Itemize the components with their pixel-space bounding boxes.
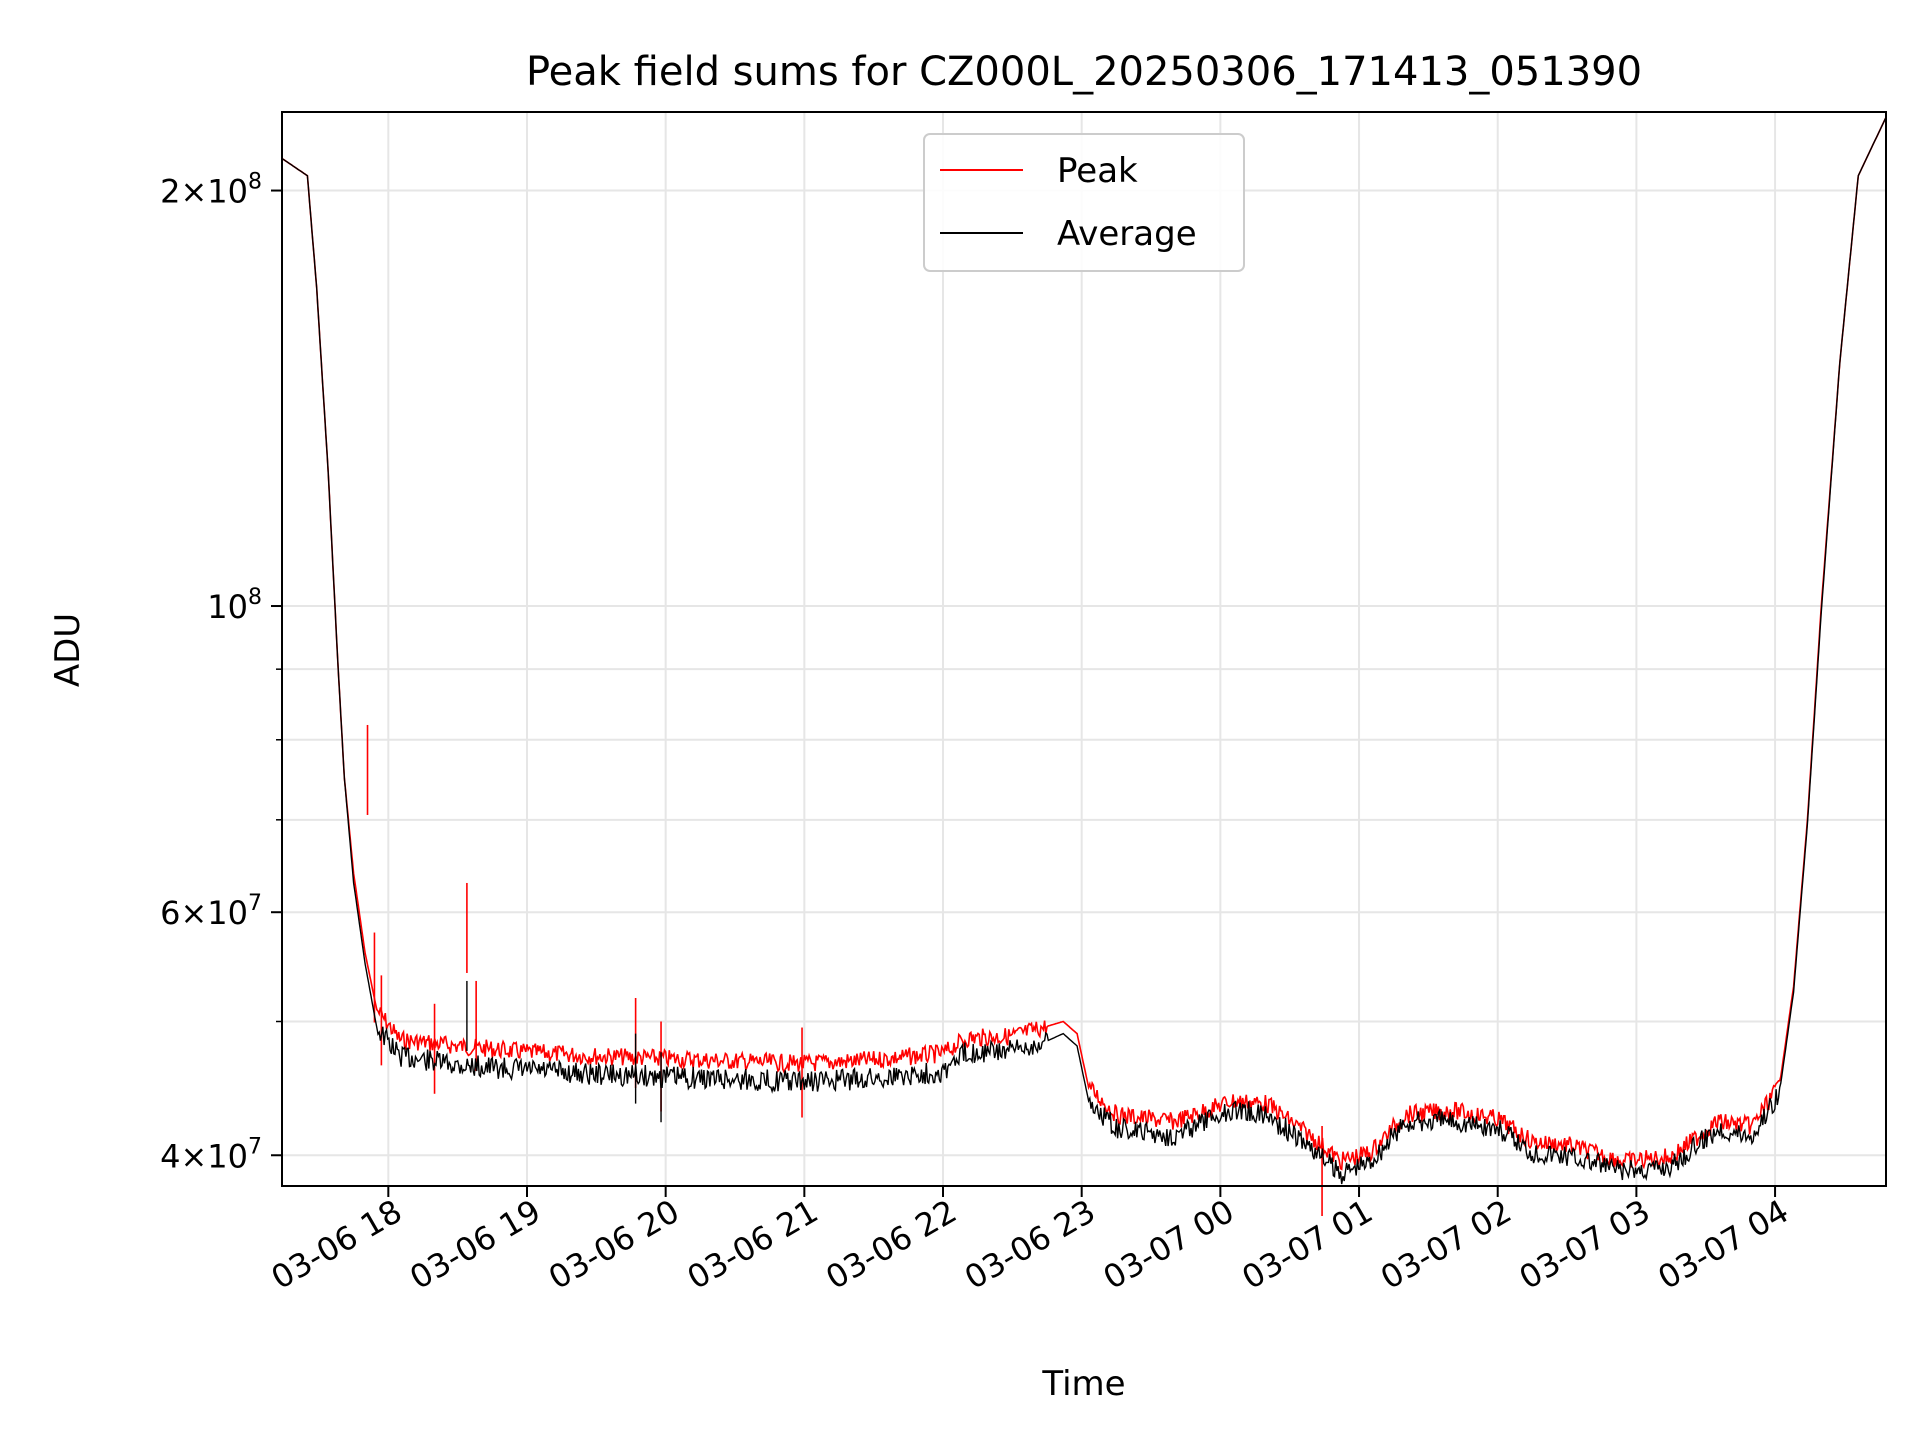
legend-box: [923, 133, 1245, 272]
plot-frame: [281, 111, 1887, 1187]
average-series-line: [281, 116, 1887, 1185]
y-tick-label: 4×107: [160, 1134, 262, 1175]
y-tick-label: 2×108: [160, 170, 262, 211]
chart-title: Peak field sums for CZ000L_20250306_1714…: [526, 49, 1642, 95]
y-axis-label: ADU: [48, 613, 88, 687]
legend-peak-label: Peak: [1057, 151, 1138, 191]
plot-series: [281, 116, 1887, 1217]
y-tick-label: 6×107: [160, 891, 262, 932]
y-tick-label: 108: [207, 585, 262, 626]
legend-average-label: Average: [1057, 214, 1197, 254]
x-axis-label: Time: [1041, 1364, 1125, 1404]
peak-series-line: [281, 116, 1887, 1171]
legend: Peak Average: [923, 133, 1245, 272]
